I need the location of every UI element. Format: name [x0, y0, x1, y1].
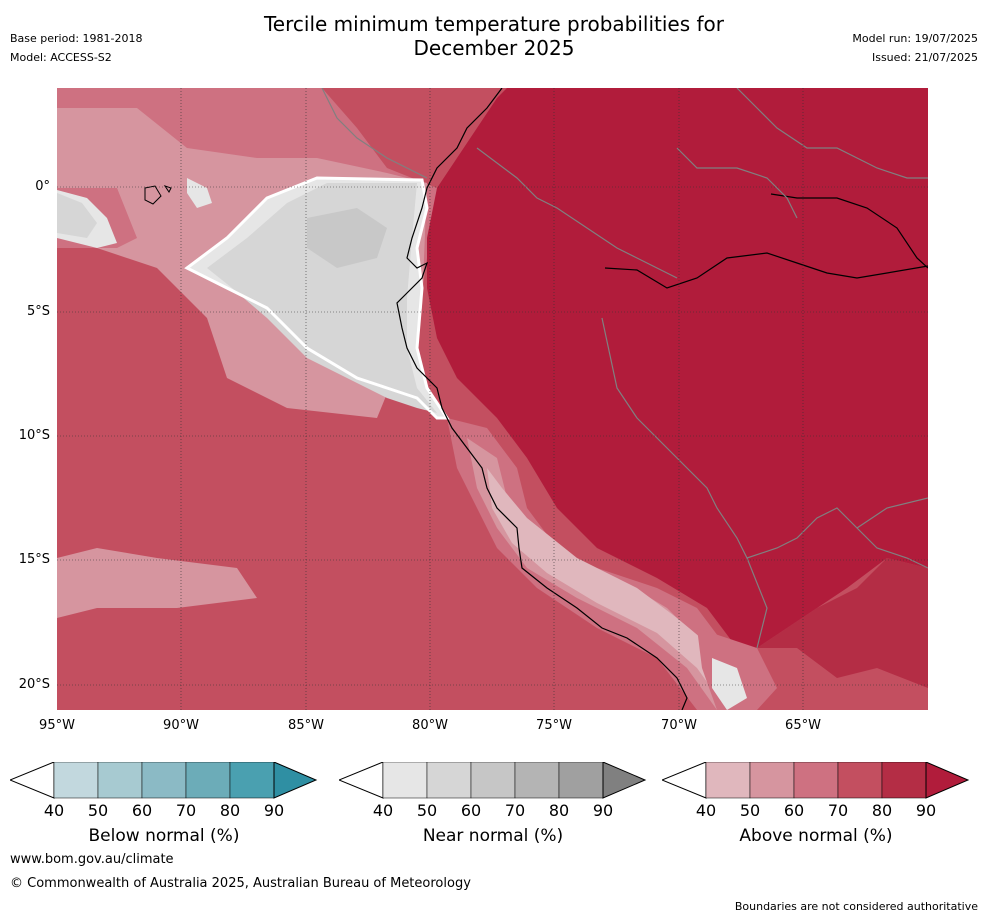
above-50-coastal-band	[487, 468, 757, 710]
lon-tick-75w: 75°W	[536, 718, 572, 733]
colorbar-near-tick-40: 40	[372, 801, 394, 820]
galapagos-islands	[144, 185, 162, 205]
colorbar-below-tick-90: 90	[263, 801, 285, 820]
land-above-80-area	[757, 558, 928, 688]
colorbar-near-tick-50: 50	[416, 801, 438, 820]
map-svg	[57, 88, 928, 710]
lon-tick-85w: 85°W	[288, 718, 324, 733]
map-title: Tercile minimum temperature probabilitie…	[0, 12, 988, 60]
land-above-90-area	[322, 88, 928, 648]
near-normal-small-patch	[187, 178, 212, 208]
above-60-patch-south	[57, 548, 257, 618]
colorbar-above-tick-70: 70	[827, 801, 849, 820]
coastline	[396, 88, 688, 710]
colorbar-above-tick-40: 40	[695, 801, 717, 820]
altiplano-near-normal	[712, 658, 747, 710]
lat-tick-15s: 15°S	[18, 552, 50, 567]
near-normal-galapagos-core	[57, 193, 97, 238]
colorbar-near-tick-90: 90	[592, 801, 614, 820]
colorbar-near-normal	[337, 761, 647, 800]
colorbar-below-tick-40: 40	[43, 801, 65, 820]
colorbar-below-tick-60: 60	[131, 801, 153, 820]
lon-tick-65w: 65°W	[785, 718, 821, 733]
lon-tick-70w: 70°W	[661, 718, 697, 733]
near-normal-boundary	[184, 176, 450, 420]
colorbar-above-tick-50: 50	[739, 801, 761, 820]
lat-tick-10s: 10°S	[18, 428, 50, 443]
colorbar-near-tick-80: 80	[548, 801, 570, 820]
issued-text: Issued: 21/07/2025	[871, 51, 978, 64]
colorbar-above-label: Above normal (%)	[739, 826, 893, 846]
colorbar-near-tick-60: 60	[460, 801, 482, 820]
near-normal-60-patch	[307, 208, 387, 268]
lon-tick-90w: 90°W	[163, 718, 199, 733]
footer-copyright: © Commonwealth of Australia 2025, Austra…	[10, 876, 471, 891]
lat-tick-20s: 20°S	[18, 677, 50, 692]
title-line-2: December 2025	[413, 36, 575, 60]
title-line-1: Tercile minimum temperature probabilitie…	[263, 12, 725, 36]
footer-url: www.bom.gov.au/climate	[10, 852, 174, 867]
colorbar-above-normal	[660, 761, 970, 800]
lat-tick-0: 0°	[35, 179, 50, 194]
river-line	[604, 252, 928, 289]
lon-tick-95w: 95°W	[39, 718, 75, 733]
lon-tick-80w: 80°W	[412, 718, 448, 733]
gridlines	[57, 88, 928, 710]
colorbar-above-tick-80: 80	[871, 801, 893, 820]
model-text: Model: ACCESS-S2	[10, 51, 112, 64]
colorbar-near-tick-70: 70	[504, 801, 526, 820]
colorbar-above-tick-90: 90	[915, 801, 937, 820]
colorbar-below-tick-50: 50	[87, 801, 109, 820]
probability-map	[57, 88, 928, 710]
colorbar-below-tick-70: 70	[175, 801, 197, 820]
country-borders	[321, 88, 928, 649]
colorbar-near-label: Near normal (%)	[422, 826, 564, 846]
model-run-text: Model run: 19/07/2025	[852, 32, 978, 45]
colorbar-below-normal	[8, 761, 318, 800]
colorbar-below-label: Below normal (%)	[88, 826, 240, 846]
amazon-river	[770, 193, 928, 269]
footer-disclaimer: Boundaries are not considered authoritat…	[734, 900, 978, 913]
colorbar-above-tick-60: 60	[783, 801, 805, 820]
colorbar-below-tick-80: 80	[219, 801, 241, 820]
base-period-text: Base period: 1981-2018	[10, 32, 143, 45]
lat-tick-5s: 5°S	[26, 304, 50, 319]
